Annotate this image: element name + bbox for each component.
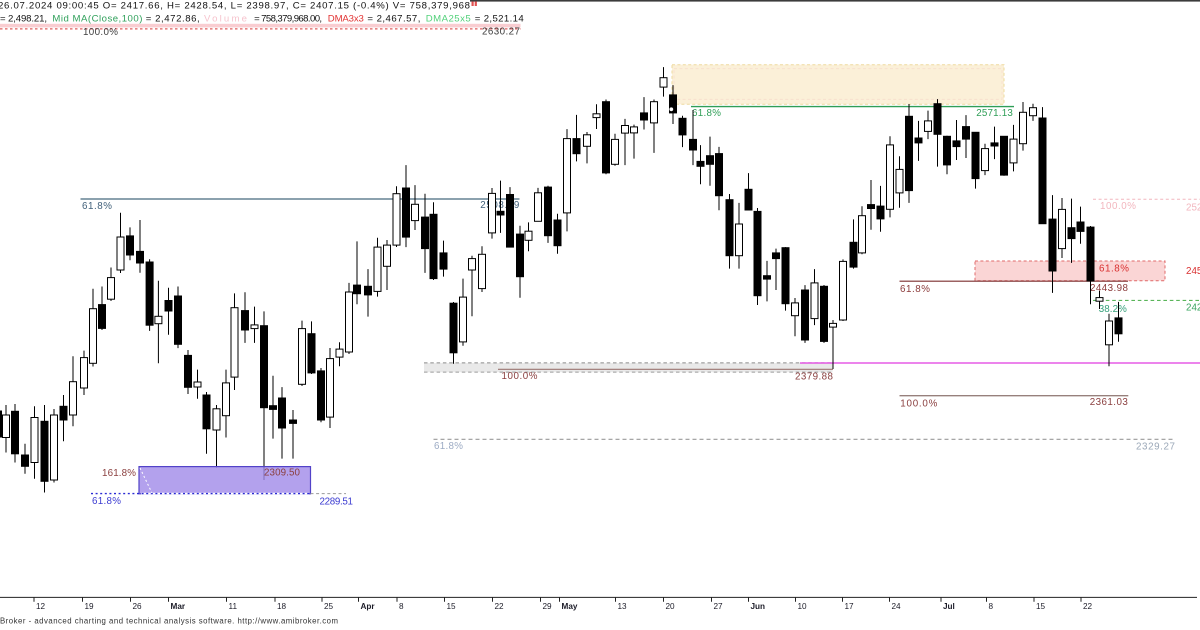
svg-text:100.0%: 100.0%: [1100, 201, 1136, 212]
svg-text:61.8%: 61.8%: [434, 441, 463, 452]
svg-text:38.2%: 38.2%: [1099, 304, 1127, 315]
svg-text:10: 10: [798, 602, 808, 611]
svg-text:DMA3x3: DMA3x3: [328, 14, 364, 25]
svg-text:Volume: Volume: [204, 14, 247, 25]
svg-text:2571.13: 2571.13: [976, 108, 1013, 119]
svg-text:18: 18: [277, 602, 287, 611]
svg-text:15: 15: [1036, 602, 1046, 611]
svg-text:61.8%: 61.8%: [82, 201, 112, 212]
svg-text:26: 26: [133, 602, 143, 611]
svg-text:22: 22: [1083, 602, 1093, 611]
svg-text:= 758,379,968.00,: = 758,379,968.00,: [254, 14, 322, 25]
svg-text:2289.51: 2289.51: [320, 496, 354, 507]
svg-text:8: 8: [399, 602, 404, 611]
svg-text:2379.88: 2379.88: [795, 372, 834, 383]
svg-text:61.8%: 61.8%: [1099, 264, 1129, 275]
svg-text:Jul: Jul: [943, 602, 955, 611]
svg-text:Broker - advanced charting and: Broker - advanced charting and technical…: [0, 617, 338, 626]
svg-text:= 2,472.86,: = 2,472.86,: [146, 14, 200, 25]
svg-text:= 2,467.57,: = 2,467.57,: [367, 14, 420, 25]
svg-text:2426.34: 2426.34: [1186, 303, 1200, 314]
svg-text:Jun: Jun: [751, 602, 766, 611]
svg-text:Mar: Mar: [171, 602, 186, 611]
svg-text:22: 22: [495, 602, 505, 611]
svg-text:2508.59: 2508.59: [480, 200, 519, 211]
svg-text:13: 13: [618, 602, 628, 611]
svg-text:2443.98: 2443.98: [1090, 283, 1129, 294]
svg-text:100.0%: 100.0%: [83, 27, 118, 38]
svg-text:= 2,521.14: = 2,521.14: [475, 14, 525, 25]
svg-text:19: 19: [85, 602, 95, 611]
svg-text:24: 24: [892, 602, 902, 611]
svg-text:61.8%: 61.8%: [92, 496, 121, 507]
svg-text:20: 20: [666, 602, 676, 611]
svg-text:2329.27: 2329.27: [1136, 442, 1175, 453]
svg-text:29: 29: [543, 602, 553, 611]
svg-text:100.0%: 100.0%: [502, 371, 538, 382]
svg-text:8: 8: [989, 602, 994, 611]
svg-text:100.0%: 100.0%: [900, 398, 937, 409]
svg-text:12: 12: [36, 602, 46, 611]
svg-text:= 2,498.21,: = 2,498.21,: [0, 14, 47, 25]
svg-text:2521.14: 2521.14: [1186, 203, 1200, 214]
svg-text:Apr: Apr: [361, 602, 376, 611]
svg-text:DMA25x5: DMA25x5: [426, 14, 471, 25]
svg-text:2309.50: 2309.50: [264, 467, 301, 478]
svg-text:11: 11: [229, 602, 238, 611]
svg-text:2361.03: 2361.03: [1090, 397, 1129, 408]
svg-text:17: 17: [845, 602, 855, 611]
svg-text:2630.27: 2630.27: [482, 27, 520, 38]
svg-text:161.8%: 161.8%: [102, 468, 136, 479]
svg-text:26.07.2024 09:00:45 O= 2417.66: 26.07.2024 09:00:45 O= 2417.66, H= 2428.…: [0, 0, 470, 11]
svg-text:May: May: [562, 602, 578, 611]
svg-text:61.8%: 61.8%: [900, 284, 930, 295]
svg-text:61.8%: 61.8%: [692, 108, 721, 119]
svg-text:15: 15: [447, 602, 457, 611]
svg-text:27: 27: [714, 602, 724, 611]
svg-text:25: 25: [324, 602, 334, 611]
svg-text:Mid MA(Close,100): Mid MA(Close,100): [52, 14, 142, 25]
svg-text:2451.88: 2451.88: [1186, 266, 1200, 277]
